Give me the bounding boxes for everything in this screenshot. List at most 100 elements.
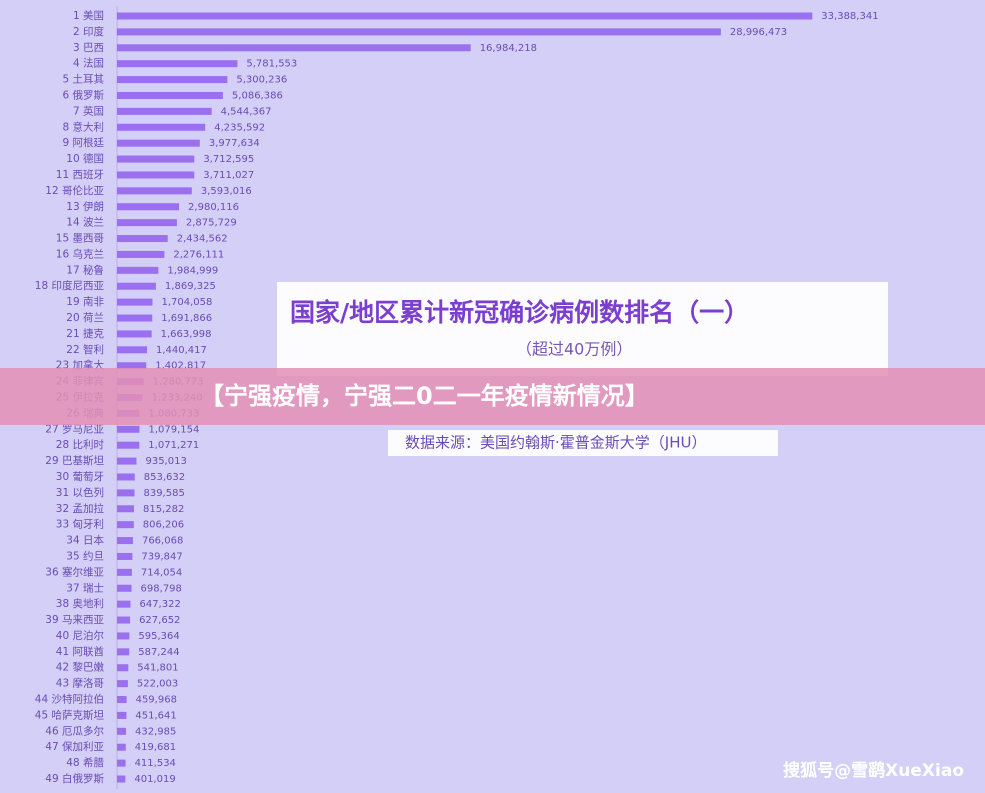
bar: [117, 187, 192, 195]
bar: [117, 759, 126, 767]
y-tick-label: 30 葡萄牙: [56, 470, 104, 483]
bar: [117, 743, 126, 751]
y-tick-label: 38 奥地利: [56, 597, 104, 610]
y-tick-label: 45 哈萨克斯坦: [35, 708, 105, 721]
value-label: 419,681: [135, 742, 176, 753]
plot: 1 美国 33,388,341 2 印度 28,996,473 3 巴西 16,984,2…: [35, 6, 879, 789]
banner: 【宁强疫情，宁强二0二一年疫情新情况】: [200, 382, 649, 410]
y-tick-label: 17 秘鲁: [66, 263, 104, 276]
bar: [117, 219, 177, 227]
y-tick-label: 34 日本: [66, 534, 104, 547]
y-tick-label: 32 孟加拉: [56, 502, 105, 515]
y-tick-label: 1 美国: [73, 9, 104, 22]
bar: [117, 314, 153, 322]
value-label: 1,071,271: [148, 440, 199, 451]
bar: [117, 235, 168, 243]
bar: [117, 60, 238, 68]
value-label: 627,652: [139, 615, 180, 626]
bar: [117, 727, 127, 735]
chart-title: 国家/地区累计新冠确诊病例数排名（一）: [290, 298, 749, 327]
y-tick-label: 19 南非: [66, 295, 104, 308]
value-label: 1,869,325: [165, 281, 216, 292]
value-label: 411,534: [135, 758, 176, 769]
y-tick-label: 20 荷兰: [66, 311, 104, 324]
value-label: 3,712,595: [203, 154, 254, 165]
y-tick-label: 28 比利时: [56, 438, 105, 451]
y-tick-label: 2 印度: [73, 25, 105, 38]
source: 数据来源：美国约翰斯·霍普金斯大学（JHU）: [405, 434, 706, 452]
bar: [117, 696, 127, 704]
bar: [117, 425, 140, 433]
y-tick-label: 39 马来西亚: [45, 614, 104, 626]
y-tick-label: 14 波兰: [66, 216, 104, 229]
bar: [117, 648, 130, 656]
bar: [117, 330, 152, 338]
y-tick-label: 49 白俄罗斯: [45, 772, 104, 785]
y-tick-label: 11 西班牙: [56, 169, 104, 181]
bar: [117, 298, 153, 306]
value-label: 853,632: [144, 472, 185, 483]
bar: [117, 44, 471, 52]
y-tick-label: 18 印度尼西亚: [35, 279, 105, 292]
bar: [117, 616, 131, 624]
value-label: 33,388,341: [821, 11, 878, 22]
y-tick-label: 31 以色列: [56, 486, 104, 499]
y-tick-label: 4 法国: [73, 57, 104, 70]
y-tick-label: 43 摩洛哥: [56, 677, 104, 690]
value-label: 541,801: [137, 663, 178, 674]
bar: [117, 632, 130, 640]
bar: [117, 250, 165, 258]
bar: [117, 600, 131, 608]
y-tick-label: 9 阿根廷: [62, 136, 104, 149]
y-tick-label: 27 罗马尼亚: [45, 423, 104, 435]
bar: [117, 12, 813, 20]
y-tick-label: 41 阿联酋: [56, 645, 104, 658]
bar: [117, 346, 147, 354]
y-tick-label: 22 智利: [66, 343, 104, 356]
value-label: 451,641: [135, 710, 176, 721]
y-tick-label: 46 厄瓜多尔: [45, 724, 104, 737]
value-label: 1,663,998: [161, 329, 212, 340]
value-label: 1,691,866: [161, 313, 212, 324]
y-tick-label: 15 墨西哥: [56, 233, 104, 245]
value-label: 806,206: [143, 520, 184, 531]
y-tick-label: 47 保加利亚: [45, 740, 104, 753]
bar: [117, 155, 195, 163]
value-label: 1,440,417: [156, 345, 207, 356]
value-label: 1,402,817: [155, 361, 206, 372]
bar: [117, 680, 128, 688]
value-label: 401,019: [134, 774, 175, 785]
y-tick-label: 10 德国: [66, 152, 104, 165]
bar: [117, 489, 135, 497]
y-tick-label: 37 瑞士: [66, 581, 104, 594]
value-label: 3,711,027: [203, 170, 254, 181]
bar: [117, 171, 195, 179]
bar: [117, 107, 212, 115]
bar: [117, 473, 135, 481]
banner-bg: [0, 368, 985, 425]
bar: [117, 28, 721, 36]
bar: [117, 552, 133, 560]
value-label: 2,276,111: [173, 249, 224, 260]
y-tick-label: 36 塞尔维亚: [45, 565, 104, 578]
value-label: 647,322: [139, 599, 180, 610]
value-label: 432,985: [135, 726, 176, 737]
source-box: [388, 430, 778, 456]
bar: [117, 203, 180, 211]
chart-subtitle: （超过40万例）: [516, 340, 632, 359]
value-label: 935,013: [145, 456, 186, 467]
bar: [117, 711, 127, 719]
y-tick-label: 16 乌克兰: [56, 247, 104, 260]
value-label: 587,244: [138, 647, 179, 658]
y-tick-label: 3 巴西: [73, 42, 104, 54]
value-label: 5,086,386: [232, 90, 283, 101]
value-label: 16,984,218: [480, 43, 537, 54]
y-tick-label: 7 英国: [73, 104, 104, 117]
value-label: 3,593,016: [201, 186, 252, 197]
bar: [117, 521, 134, 529]
y-tick-label: 44 沙特阿拉伯: [35, 693, 104, 706]
value-label: 2,434,562: [177, 234, 228, 245]
bar: [117, 441, 140, 449]
value-label: 815,282: [143, 504, 184, 515]
